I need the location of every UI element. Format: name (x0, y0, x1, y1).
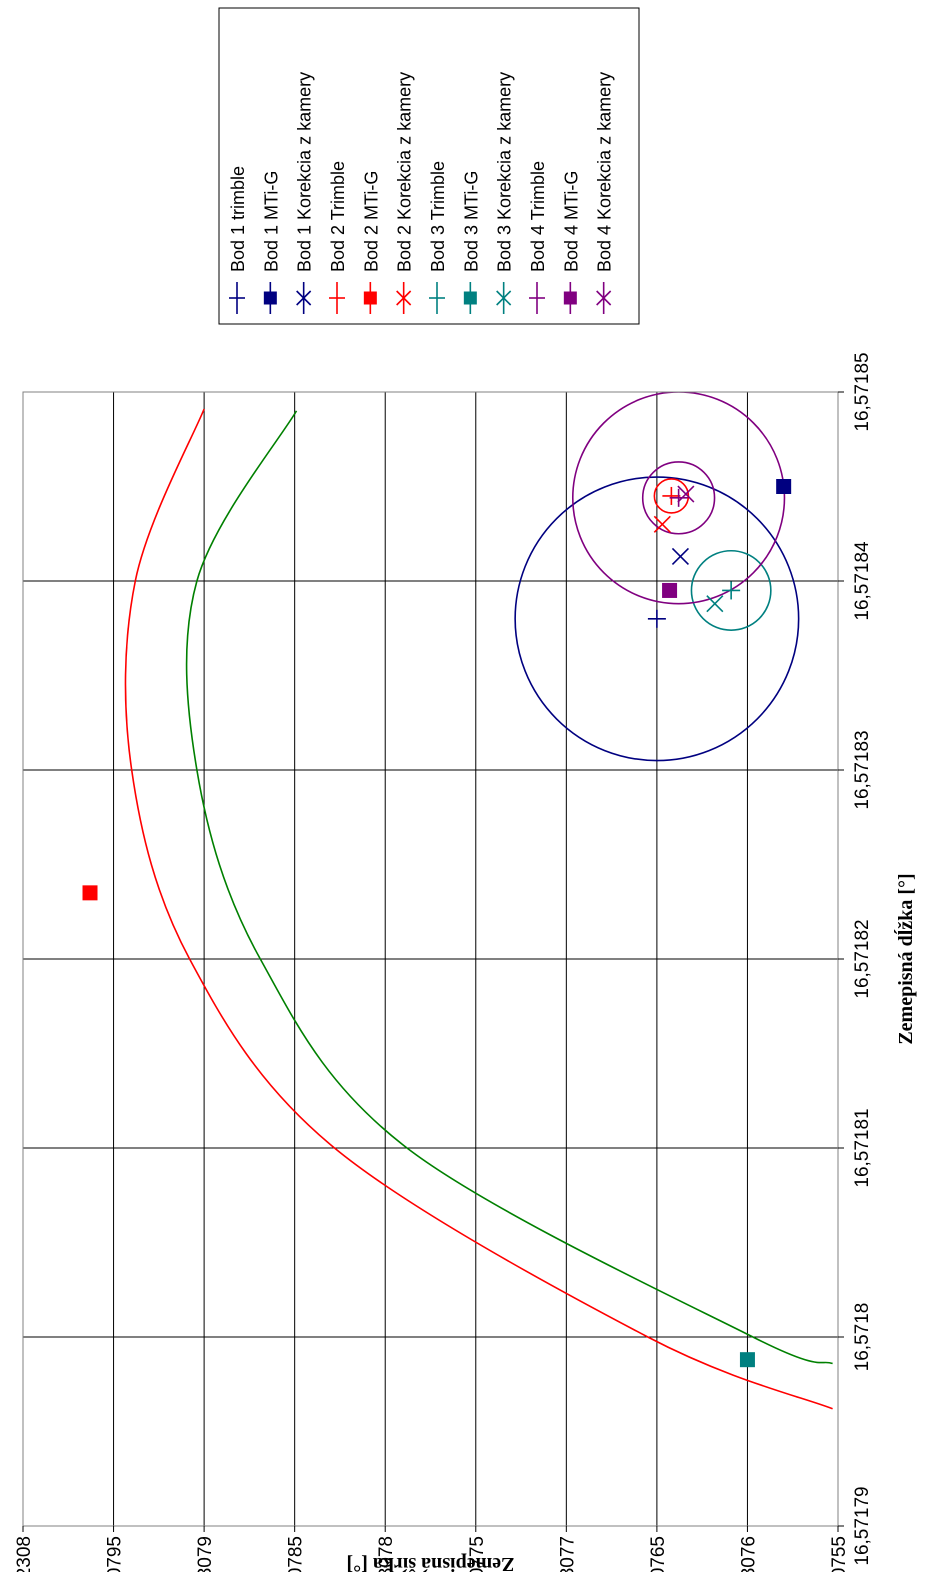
axes: 49,230755 49,23076 49,230765 49,23077 49,230… (14, 352, 917, 1577)
longitude-tick-label: 16,57182 (852, 919, 873, 998)
legend-label: Bod 4 Trimble (528, 161, 548, 272)
legend-entry-12: Bod 4 Korekcia z kamery (595, 72, 615, 314)
data-point-square-2 (776, 479, 792, 494)
latitude-axis-title: Zemepisná šírka [°] (347, 1553, 515, 1572)
legend-entry-3: Bod 1 Korekcia z kamery (295, 72, 315, 314)
legend-label: Bod 1 trimble (228, 166, 248, 272)
data-point-square-8 (739, 1352, 755, 1368)
latitude-tick-label: 49,23079 (195, 1536, 216, 1572)
latitude-tick-label: 49,230755 (829, 1536, 850, 1572)
legend-entry-7: Bod 3 Trimble (428, 161, 448, 314)
legend-marker (263, 291, 277, 305)
legend-label: Bod 4 Korekcia z kamery (595, 72, 615, 272)
legend-entry-10: Bod 4 Trimble (528, 161, 548, 314)
legend-label: Bod 2 Korekcia z kamery (395, 72, 415, 272)
legend-marker (463, 291, 477, 305)
longitude-tick-label: 16,57183 (852, 730, 873, 809)
longitude-tick-label: 16,57185 (852, 352, 873, 431)
arc-curve-1 (124, 408, 833, 1410)
arc-curve-2 (185, 410, 833, 1365)
legend-entry-2: Bod 1 MTi-G (261, 171, 281, 314)
legend-label: Bod 1 Korekcia z kamery (295, 72, 315, 272)
data-point-x-9 (706, 595, 724, 613)
legend-label: Bod 2 Trimble (328, 161, 348, 272)
legend-label: Bod 1 MTi-G (261, 171, 281, 272)
legend-entry-1: Bod 1 trimble (228, 166, 248, 314)
longitude-tick-label: 16,57184 (852, 541, 873, 621)
latitude-tick-label: 49,23076 (738, 1536, 759, 1572)
latitude-tick-label: 49,230775 (467, 1536, 488, 1572)
legend-label: Bod 3 Korekcia z kamery (495, 72, 515, 272)
data-point-x-12 (677, 485, 695, 503)
accuracy-circle (572, 392, 786, 605)
legend-marker (596, 290, 612, 306)
longitude-axis-title: Zemepisná dĺžka [°] (893, 873, 917, 1044)
latitude-tick-label: 49,230785 (286, 1536, 307, 1572)
accuracy-circle (690, 549, 772, 631)
legend-entry-8: Bod 3 MTi-G (461, 171, 481, 314)
latitude-tick-label: 49,23077 (557, 1536, 578, 1572)
legend-entry-11: Bod 4 MTi-G (561, 171, 581, 314)
longitude-tick-label: 16,57179 (852, 1486, 873, 1565)
legend-marker (563, 291, 577, 305)
legend-entry-6: Bod 2 Korekcia z kamery (395, 72, 415, 314)
accuracy-circle (514, 476, 800, 762)
accuracy-circle-inner (641, 461, 716, 535)
legend-entry-9: Bod 3 Korekcia z kamery (495, 72, 515, 314)
legend-label: Bod 4 MTi-G (561, 171, 581, 272)
plot-clip-group (124, 392, 833, 1410)
latitude-tick-label: 49,2308 (14, 1536, 35, 1572)
data-point-x-3 (671, 547, 689, 565)
legend-entry-4: Bod 2 Trimble (328, 161, 348, 314)
legend-entry-5: Bod 2 MTi-G (361, 171, 381, 314)
plot-area (22, 391, 839, 1527)
latitude-tick-label: 49,230795 (105, 1536, 126, 1572)
data-point-square-5 (82, 885, 98, 901)
legend-label: Bod 3 Trimble (428, 161, 448, 272)
legend-marker (396, 290, 412, 306)
legend-box (218, 7, 640, 325)
longitude-tick-label: 16,57181 (852, 1108, 873, 1187)
legend-marker (496, 290, 512, 306)
longitude-tick-label: 16,5718 (852, 1303, 873, 1372)
data-point-square-11 (662, 582, 678, 598)
data-point-x-6 (653, 515, 671, 533)
legend-label: Bod 2 MTi-G (361, 171, 381, 272)
latitude-tick-label: 49,230765 (648, 1536, 669, 1572)
legend-label: Bod 3 MTi-G (461, 171, 481, 272)
legend-marker (296, 290, 312, 306)
latitude-tick-label: 49,23078 (376, 1536, 397, 1572)
legend: Bod 1 trimble Bod 1 MTi-G Bod 1 Korekcia z… (218, 7, 640, 325)
legend-marker (363, 291, 377, 305)
